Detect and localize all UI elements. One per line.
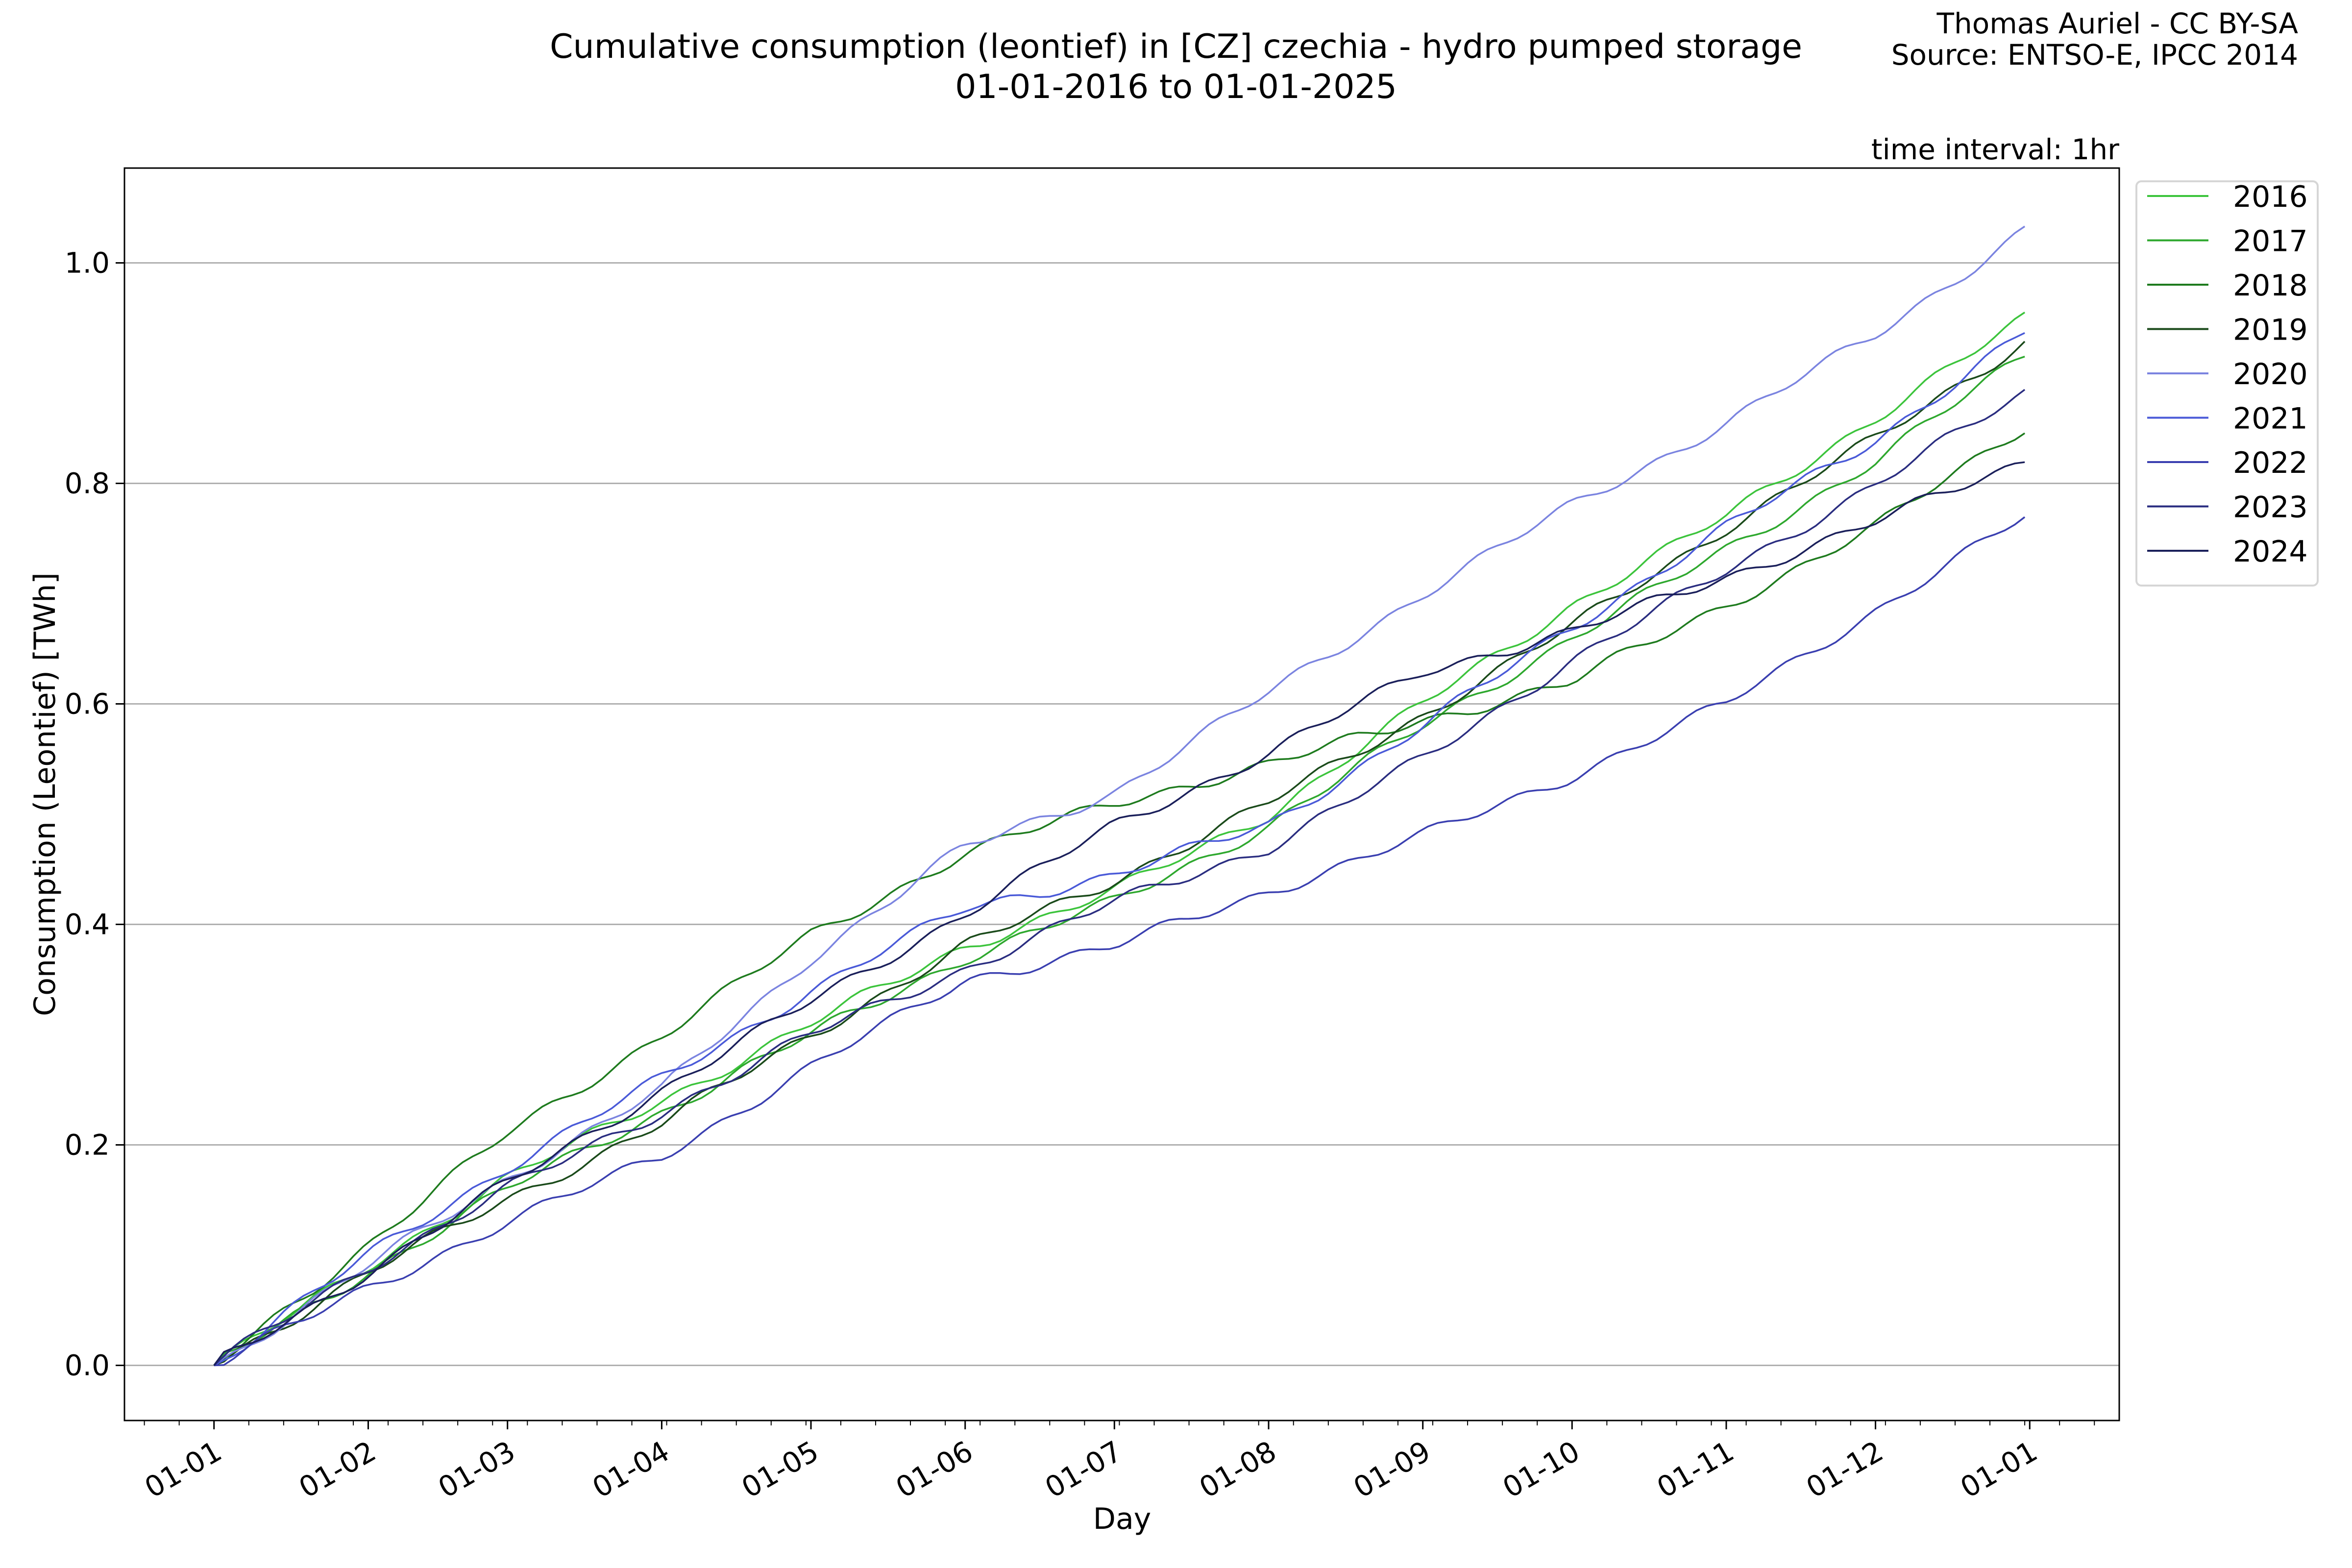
y-tick-label: 1.0 — [65, 246, 110, 280]
legend-label: 2018 — [2233, 269, 2308, 303]
x-tick-label: 01-01 — [1955, 1434, 2043, 1504]
legend-label: 2019 — [2233, 313, 2308, 347]
y-tick-label: 0.4 — [65, 908, 110, 941]
x-tick-label: 01-05 — [736, 1434, 824, 1504]
chart-title: Cumulative consumption (leontief) in [CZ… — [550, 27, 1802, 66]
x-tick-label: 01-07 — [1039, 1434, 1127, 1504]
legend-label: 2021 — [2233, 402, 2308, 436]
legend-box — [2135, 180, 2319, 587]
legend-label: 2023 — [2233, 490, 2308, 525]
credit-source: Source: ENTSO-E, IPCC 2014 — [1891, 38, 2298, 72]
x-axis: 01-01 01-02 01-03 01-04 01-05 01-06 01-07 01-08… — [139, 1421, 2095, 1504]
series-line-2023 — [213, 389, 2026, 1366]
legend: 2016 2017 2018 2019 2020 2021 2022 2023 2024 — [2135, 180, 2319, 587]
y-tick-label: 0.2 — [65, 1128, 110, 1162]
legend-label: 2016 — [2233, 180, 2308, 214]
y-axis-label: Consumption (Leontief) [TWh] — [28, 572, 62, 1016]
legend-label: 2024 — [2233, 535, 2308, 569]
x-tick-label: 01-03 — [433, 1434, 521, 1504]
x-tick-label: 01-10 — [1497, 1434, 1585, 1504]
legend-label: 2022 — [2233, 446, 2308, 480]
plot-frame — [123, 167, 2120, 1421]
series-line-2018 — [213, 432, 2026, 1366]
x-tick-label: 01-12 — [1801, 1434, 1889, 1504]
series-line-2024 — [213, 461, 2025, 1366]
y-tick-label: 0.8 — [65, 467, 110, 500]
chart-subtitle: 01-01-2016 to 01-01-2025 — [955, 68, 1397, 106]
series-line-2019 — [214, 341, 2026, 1367]
series-line-2016 — [213, 312, 2026, 1366]
series-line-2020 — [213, 225, 2026, 1366]
y-axis: 0.0 0.2 0.4 0.6 0.8 1.0 — [65, 246, 124, 1382]
x-tick-label: 01-06 — [890, 1434, 979, 1504]
x-axis-label: Day — [1093, 1502, 1151, 1536]
series-line-2022 — [214, 516, 2026, 1367]
x-tick-label: 01-01 — [139, 1434, 227, 1504]
series-line-2021 — [213, 332, 2025, 1367]
x-tick-label: 01-09 — [1348, 1434, 1436, 1504]
legend-label: 2017 — [2233, 224, 2308, 259]
x-tick-label: 01-08 — [1194, 1434, 1282, 1504]
y-tick-label: 0.6 — [65, 687, 110, 721]
series-line-2017 — [213, 356, 2025, 1366]
series-lines — [213, 225, 2026, 1367]
x-tick-label: 01-04 — [587, 1434, 675, 1504]
time-interval-annotation: time interval: 1hr — [1871, 133, 2119, 166]
x-tick-label: 01-11 — [1651, 1434, 1740, 1504]
credit-author: Thomas Auriel - CC BY-SA — [1936, 7, 2299, 40]
y-tick-label: 0.0 — [65, 1349, 110, 1382]
grid — [124, 262, 2119, 1366]
x-tick-label: 01-02 — [293, 1434, 381, 1504]
legend-label: 2020 — [2233, 357, 2308, 392]
